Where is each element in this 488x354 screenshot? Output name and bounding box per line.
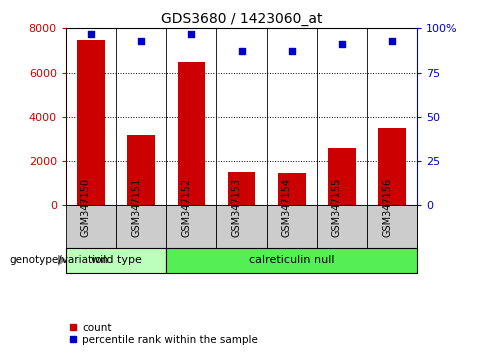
Text: calreticulin null: calreticulin null [249, 255, 334, 265]
Text: genotype/variation: genotype/variation [10, 255, 109, 265]
Legend: count, percentile rank within the sample: count, percentile rank within the sample [69, 323, 258, 345]
Text: GSM347154: GSM347154 [282, 178, 292, 237]
Text: GSM347156: GSM347156 [382, 178, 392, 237]
Text: GSM347150: GSM347150 [81, 178, 91, 237]
Text: GSM347155: GSM347155 [332, 178, 342, 237]
Title: GDS3680 / 1423060_at: GDS3680 / 1423060_at [161, 12, 322, 26]
Text: GSM347153: GSM347153 [232, 178, 242, 237]
Bar [317, 205, 367, 248]
Bar [367, 205, 417, 248]
Bar [266, 205, 317, 248]
Bar [166, 248, 417, 273]
Point [338, 41, 346, 47]
Text: wild type: wild type [91, 255, 142, 265]
Bar [328, 148, 356, 205]
Bar [228, 172, 255, 205]
Bar [166, 205, 217, 248]
Text: GSM347152: GSM347152 [182, 178, 191, 237]
Point [187, 31, 195, 36]
Point [137, 38, 145, 44]
Point [238, 48, 245, 54]
Bar [66, 248, 166, 273]
Bar [77, 40, 105, 205]
Bar [217, 205, 266, 248]
Bar [278, 172, 305, 205]
Polygon shape [58, 255, 65, 265]
Bar [127, 135, 155, 205]
Text: GSM347151: GSM347151 [131, 178, 141, 237]
Bar [66, 205, 116, 248]
Bar [378, 129, 406, 205]
Point [288, 48, 296, 54]
Point [87, 31, 95, 36]
Point [388, 38, 396, 44]
Bar [116, 205, 166, 248]
Bar [178, 62, 205, 205]
